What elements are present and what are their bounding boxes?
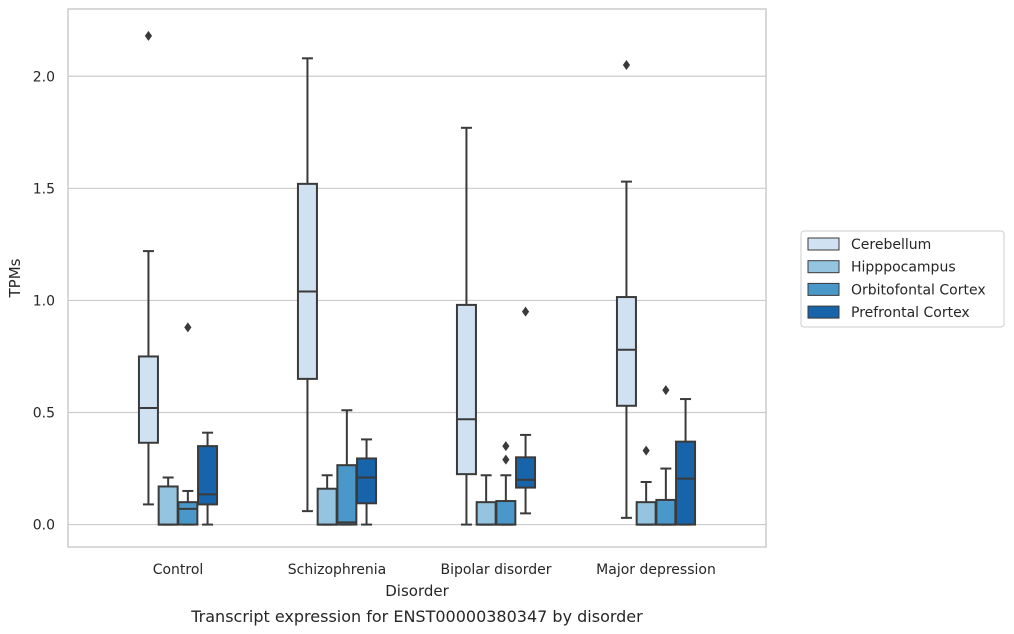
box-orbitofontal-cortex-1 — [336, 409, 358, 526]
box-body — [296, 182, 318, 380]
box-body — [336, 464, 358, 526]
box-orbitofontal-cortex-2 — [495, 441, 517, 526]
legend: Cerebellum Hipppocampus Orbitofontal Corte… — [800, 230, 1005, 328]
y-tick-labels: 0.0 0.5 1.0 1.5 2.0 — [33, 69, 55, 533]
legend-label: Orbitofontal Cortex — [851, 282, 986, 298]
box-cerebellum-3 — [615, 60, 637, 519]
box-body — [635, 501, 657, 526]
box-body — [137, 355, 159, 444]
box-body — [177, 501, 199, 526]
outlier-point — [622, 60, 631, 71]
box-body — [655, 498, 677, 526]
box-body — [316, 487, 338, 526]
y-tick-label: 1.5 — [33, 181, 55, 197]
x-tick-label: Schizophrenia — [288, 562, 386, 578]
outlier-point — [184, 322, 192, 333]
grid-layer — [68, 75, 766, 526]
box-body — [455, 303, 477, 476]
chart-caption: Transcript expression for ENST0000038034… — [190, 607, 643, 626]
box-cerebellum-0 — [137, 30, 159, 506]
box-layer — [137, 30, 697, 526]
plot-frame — [67, 8, 767, 548]
y-tick-label: 2.0 — [33, 69, 55, 85]
legend-swatch — [807, 237, 840, 251]
x-tick-labels: Control Schizophrenia Bipolar disorder Majo… — [153, 562, 716, 578]
box-prefrontal-cortex-2 — [515, 306, 537, 515]
box-prefrontal-cortex-3 — [675, 398, 697, 526]
outlier-point — [502, 441, 510, 452]
outlier-point — [521, 306, 530, 317]
outlier-point — [144, 30, 153, 41]
y-tick-label: 1.0 — [33, 293, 55, 309]
box-hipppocampus-0 — [157, 476, 179, 526]
x-axis-title: Disorder — [385, 582, 449, 600]
box-body — [495, 500, 517, 526]
legend-items: Cerebellum Hipppocampus Orbitofontal Corte… — [807, 237, 986, 321]
box-hipppocampus-3 — [635, 445, 657, 526]
box-prefrontal-cortex-1 — [356, 438, 378, 526]
outlier-point — [662, 385, 670, 396]
box-cerebellum-2 — [455, 126, 477, 526]
outlier-point — [502, 454, 510, 465]
box-orbitofontal-cortex-0 — [177, 322, 199, 526]
box-body — [615, 296, 637, 407]
box-prefrontal-cortex-0 — [197, 431, 219, 526]
y-tick-label: 0.0 — [33, 518, 55, 534]
legend-frame — [800, 230, 1005, 328]
box-body — [157, 485, 179, 526]
legend-swatch — [807, 282, 840, 296]
x-tick-label: Control — [153, 562, 204, 578]
legend-label: Cerebellum — [851, 237, 931, 253]
box-body — [515, 456, 537, 489]
box-body — [475, 501, 497, 526]
y-axis-title: TPMs — [6, 258, 24, 298]
box-hipppocampus-2 — [475, 474, 497, 526]
legend-swatch — [807, 305, 840, 319]
legend-label: Hipppocampus — [851, 260, 956, 276]
box-hipppocampus-1 — [316, 474, 338, 526]
box-orbitofontal-cortex-3 — [655, 385, 677, 526]
outlier-point — [642, 445, 650, 456]
box-body — [197, 445, 219, 506]
x-tick-label: Major depression — [596, 562, 716, 578]
legend-label: Prefrontal Cortex — [851, 305, 970, 321]
y-tick-label: 0.5 — [33, 406, 55, 422]
x-tick-label: Bipolar disorder — [440, 562, 551, 578]
box-body — [356, 457, 378, 505]
legend-swatch — [807, 260, 840, 274]
box-cerebellum-1 — [296, 57, 318, 513]
box-body — [675, 440, 697, 526]
